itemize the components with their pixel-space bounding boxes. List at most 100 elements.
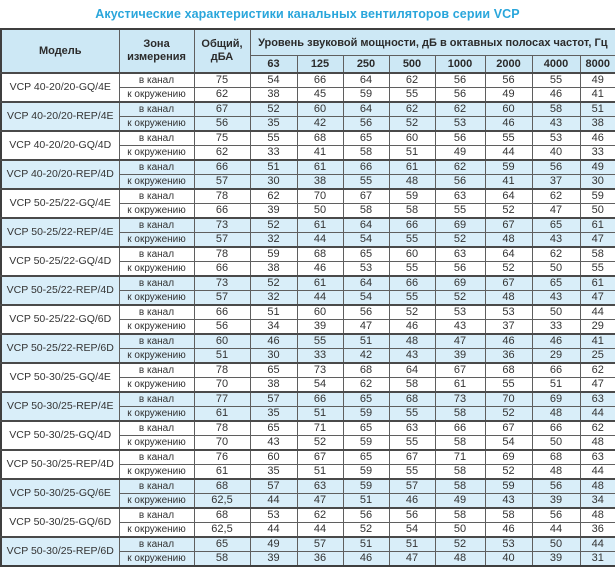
total-cell: 78 xyxy=(193,188,251,204)
zone-cell: в канал xyxy=(118,362,195,378)
band-cell: 44 xyxy=(296,232,344,248)
band-cell: 60 xyxy=(296,304,344,320)
band-cell: 56 xyxy=(531,159,581,175)
table-row: к окружению 58 39 36 46 47 48 40 39 31 xyxy=(1,551,615,567)
table-header: Модель Зона измерения Общий, дБА Уровень… xyxy=(0,28,615,74)
band-cell: 32 xyxy=(249,290,298,306)
band-cell: 63 xyxy=(434,188,486,204)
band-cell: 49 xyxy=(434,493,486,509)
band-cell: 67 xyxy=(434,362,486,378)
zone-cell: в канал xyxy=(118,130,195,146)
column-header-freq-2000: 2000 xyxy=(484,55,533,74)
band-cell: 55 xyxy=(531,72,581,88)
band-cell: 43 xyxy=(531,290,581,306)
band-cell: 32 xyxy=(249,232,298,248)
total-cell: 77 xyxy=(193,391,251,407)
table-row: VCP 50-30/25-REP/4D в канал 76 60 67 65 67 71 69… xyxy=(0,449,615,480)
band-cell: 65 xyxy=(342,130,390,146)
band-cell: 62 xyxy=(579,420,615,436)
band-cell: 56 xyxy=(342,304,390,320)
band-cell: 58 xyxy=(579,246,615,262)
table-row: VCP 40-20/20-GQ/4D в канал 75 55 68 65 60 56 55 5… xyxy=(0,130,615,161)
band-cell: 52 xyxy=(249,101,298,117)
band-cell: 38 xyxy=(249,261,298,277)
band-cell: 67 xyxy=(388,449,436,465)
band-cell: 29 xyxy=(531,348,581,364)
band-cell: 49 xyxy=(434,145,486,161)
total-cell: 76 xyxy=(193,449,251,465)
band-cell: 47 xyxy=(342,319,390,335)
band-cell: 52 xyxy=(484,406,533,422)
zone-cell: в канал xyxy=(118,333,195,349)
band-cell: 65 xyxy=(249,420,298,436)
zone-cell: в канал xyxy=(118,101,195,117)
band-cell: 38 xyxy=(249,377,298,393)
band-cell: 69 xyxy=(531,391,581,407)
zone-cell: в канал xyxy=(118,507,195,523)
band-cell: 53 xyxy=(434,116,486,132)
band-cell: 30 xyxy=(579,174,615,190)
band-cell: 56 xyxy=(531,478,581,494)
band-cell: 44 xyxy=(531,522,581,538)
model-cell: VCP 50-25/22-REP/6D xyxy=(0,333,120,364)
zone-cell: к окружению xyxy=(118,261,195,277)
band-cell: 42 xyxy=(342,348,390,364)
band-cell: 58 xyxy=(434,435,486,451)
band-cell: 66 xyxy=(531,420,581,436)
band-cell: 40 xyxy=(484,551,533,567)
band-cell: 52 xyxy=(484,464,533,480)
band-cell: 52 xyxy=(434,290,486,306)
band-cell: 56 xyxy=(388,507,436,523)
band-cell: 39 xyxy=(249,203,298,219)
band-cell: 46 xyxy=(388,493,436,509)
band-cell: 60 xyxy=(249,449,298,465)
band-cell: 47 xyxy=(579,232,615,248)
zone-cell: к окружению xyxy=(118,464,195,480)
table-row: к окружению 61 35 51 59 55 58 52 48 44 xyxy=(1,464,615,480)
band-cell: 65 xyxy=(531,217,581,233)
band-cell: 53 xyxy=(434,304,486,320)
band-cell: 62 xyxy=(342,377,390,393)
band-cell: 48 xyxy=(531,464,581,480)
band-cell: 44 xyxy=(484,145,533,161)
zone-cell: в канал xyxy=(118,478,195,494)
band-cell: 49 xyxy=(484,87,533,103)
band-cell: 51 xyxy=(579,101,615,117)
band-cell: 63 xyxy=(579,391,615,407)
band-cell: 41 xyxy=(579,333,615,349)
band-cell: 73 xyxy=(296,362,344,378)
zone-cell: к окружению xyxy=(118,116,195,132)
band-cell: 46 xyxy=(579,130,615,146)
band-cell: 59 xyxy=(342,87,390,103)
band-cell: 52 xyxy=(388,304,436,320)
total-cell: 67 xyxy=(193,101,251,117)
band-cell: 46 xyxy=(484,116,533,132)
band-cell: 68 xyxy=(484,362,533,378)
table-row: к окружению 57 30 38 55 48 56 41 37 30 xyxy=(1,174,615,190)
band-cell: 66 xyxy=(434,420,486,436)
band-cell: 43 xyxy=(531,232,581,248)
band-cell: 60 xyxy=(388,130,436,146)
band-cell: 41 xyxy=(579,87,615,103)
total-cell: 56 xyxy=(193,116,251,132)
band-cell: 47 xyxy=(434,333,486,349)
band-cell: 49 xyxy=(579,72,615,88)
band-cell: 34 xyxy=(249,319,298,335)
zone-cell: в канал xyxy=(118,275,195,291)
band-cell: 56 xyxy=(434,72,486,88)
band-cell: 63 xyxy=(388,420,436,436)
band-cell: 46 xyxy=(296,261,344,277)
table-row: VCP 50-25/22-REP/4D в канал 73 52 61 64 66 69 67… xyxy=(0,275,615,306)
band-cell: 68 xyxy=(342,362,390,378)
total-cell: 56 xyxy=(193,319,251,335)
table-row: к окружению 70 43 52 59 55 58 54 50 48 xyxy=(1,435,615,451)
band-cell: 64 xyxy=(342,217,390,233)
band-cell: 51 xyxy=(296,464,344,480)
band-cell: 58 xyxy=(342,203,390,219)
band-cell: 61 xyxy=(579,275,615,291)
table-row: VCP 50-25/22-REP/6D в канал 60 46 55 51 48 47 46… xyxy=(0,333,615,364)
band-cell: 63 xyxy=(579,449,615,465)
band-cell: 30 xyxy=(249,348,298,364)
band-cell: 52 xyxy=(249,217,298,233)
total-cell: 78 xyxy=(193,246,251,262)
